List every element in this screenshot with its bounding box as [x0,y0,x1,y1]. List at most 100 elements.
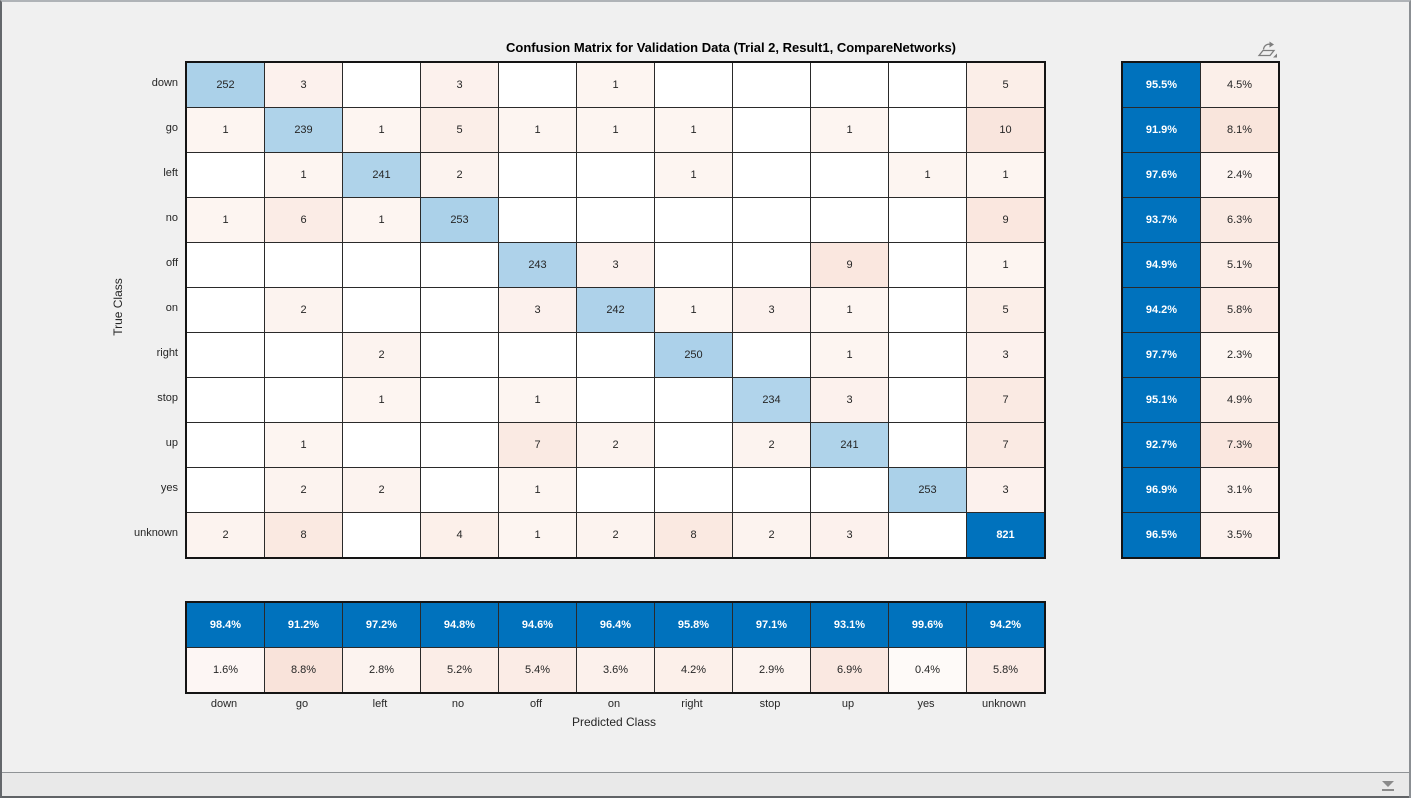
matrix-cell-on-stop: 3 [733,288,810,332]
matrix-cell-down-yes [889,63,966,107]
matrix-cell-up-unknown: 7 [967,423,1044,467]
matrix-cell-unknown-off: 1 [499,513,576,557]
row-missrate-no: 6.3% [1201,198,1278,242]
row-label-yes: yes [160,482,178,494]
matrix-cell-no-no: 253 [421,198,498,242]
matrix-cell-on-unknown: 5 [967,288,1044,332]
row-recall-unknown: 96.5% [1123,513,1200,557]
matrix-cell-up-go: 1 [265,423,342,467]
row-missrate-yes: 3.1% [1201,468,1278,512]
col-precision-up: 93.1% [811,603,888,647]
matrix-cell-right-no [421,333,498,377]
col-fdr-stop: 2.9% [733,648,810,692]
matrix-cell-no-yes [889,198,966,242]
matrix-cell-go-no: 5 [421,108,498,152]
matrix-cell-down-up [811,63,888,107]
scroll-down-icon[interactable] [1379,779,1397,793]
matrix-cell-unknown-no: 4 [421,513,498,557]
matrix-cell-unknown-yes [889,513,966,557]
matrix-cell-down-stop [733,63,810,107]
matrix-cell-down-on: 1 [577,63,654,107]
col-label-off: off [529,698,543,710]
row-label-no: no [165,212,178,224]
col-label-right: right [681,698,703,710]
row-label-unknown: unknown [133,527,178,539]
matrix-cell-no-on [577,198,654,242]
col-label-up: up [841,698,855,710]
col-label-down: down [210,698,238,710]
matrix-cell-stop-no [421,378,498,422]
col-fdr-go: 8.8% [265,648,342,692]
matrix-cell-yes-off: 1 [499,468,576,512]
matrix-cell-up-no [421,423,498,467]
col-fdr-left: 2.8% [343,648,420,692]
row-missrate-unknown: 3.5% [1201,513,1278,557]
matrix-cell-no-go: 6 [265,198,342,242]
matrix-cell-stop-stop: 234 [733,378,810,422]
row-missrate-on: 5.8% [1201,288,1278,332]
matrix-cell-on-on: 242 [577,288,654,332]
matrix-cell-right-go [265,333,342,377]
matrix-cell-go-stop [733,108,810,152]
matrix-cell-on-go: 2 [265,288,342,332]
row-missrate-up: 7.3% [1201,423,1278,467]
matrix-cell-left-yes: 1 [889,153,966,197]
matrix-cell-down-left [343,63,420,107]
col-precision-unknown: 94.2% [967,603,1044,647]
matrix-cell-on-down [187,288,264,332]
matrix-cell-go-left: 1 [343,108,420,152]
matrix-cell-off-yes [889,243,966,287]
matrix-cell-left-down [187,153,264,197]
matrix-cell-go-down: 1 [187,108,264,152]
col-fdr-unknown: 5.8% [967,648,1044,692]
export-plot-icon[interactable] [1256,39,1280,61]
row-missrate-right: 2.3% [1201,333,1278,377]
matrix-cell-left-go: 1 [265,153,342,197]
matrix-cell-left-up [811,153,888,197]
row-missrate-go: 8.1% [1201,108,1278,152]
matrix-cell-right-right: 250 [655,333,732,377]
matrix-cell-go-yes [889,108,966,152]
col-fdr-down: 1.6% [187,648,264,692]
row-label-down: down [151,77,178,89]
matrix-cell-up-left [343,423,420,467]
matrix-cell-no-up [811,198,888,242]
matrix-cell-left-stop [733,153,810,197]
matrix-cell-stop-go [265,378,342,422]
col-fdr-yes: 0.4% [889,648,966,692]
matrix-cell-unknown-left [343,513,420,557]
matrix-cell-go-on: 1 [577,108,654,152]
matrix-cell-left-right: 1 [655,153,732,197]
col-precision-off: 94.6% [499,603,576,647]
col-precision-no: 94.8% [421,603,498,647]
col-precision-yes: 99.6% [889,603,966,647]
matrix-cell-stop-off: 1 [499,378,576,422]
matrix-cell-unknown-unknown: 821 [967,513,1044,557]
matrix-cell-go-off: 1 [499,108,576,152]
matrix-cell-stop-right [655,378,732,422]
row-recall-on: 94.2% [1123,288,1200,332]
matrix-cell-yes-up [811,468,888,512]
col-fdr-on: 3.6% [577,648,654,692]
col-fdr-no: 5.2% [421,648,498,692]
bottom-scrollbar [2,772,1409,798]
matrix-cell-go-up: 1 [811,108,888,152]
matrix-cell-off-off: 243 [499,243,576,287]
matrix-cell-yes-right [655,468,732,512]
matrix-cell-stop-unknown: 7 [967,378,1044,422]
col-label-yes: yes [917,698,935,710]
confusion-matrix-grid: 252 3 3 1 5 1 239 1 5 1 1 1 1 10 1 241 2 1 1 1 1 6 1 253 9 243 3 9 1… [185,61,1046,559]
col-label-on: on [607,698,621,710]
matrix-cell-stop-on [577,378,654,422]
matrix-cell-unknown-right: 8 [655,513,732,557]
matrix-cell-yes-yes: 253 [889,468,966,512]
matrix-cell-left-left: 241 [343,153,420,197]
row-recall-stop: 95.1% [1123,378,1200,422]
matrix-cell-right-up: 1 [811,333,888,377]
matrix-cell-left-on [577,153,654,197]
col-fdr-off: 5.4% [499,648,576,692]
matrix-cell-unknown-up: 3 [811,513,888,557]
col-precision-stop: 97.1% [733,603,810,647]
matrix-cell-on-off: 3 [499,288,576,332]
matrix-cell-right-yes [889,333,966,377]
